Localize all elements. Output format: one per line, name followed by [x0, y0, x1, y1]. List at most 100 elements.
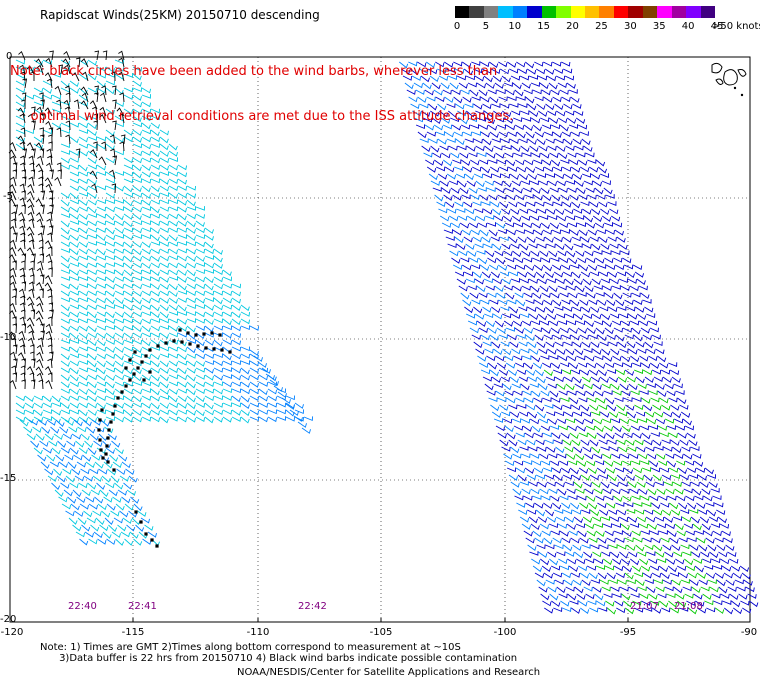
wind-barb [28, 176, 35, 187]
wind-barb [661, 404, 671, 411]
wind-barb [623, 467, 634, 475]
wind-barb [553, 439, 563, 445]
wind-barb [445, 201, 455, 209]
wind-barb [49, 351, 54, 362]
wind-barb [458, 82, 468, 89]
wind-barb [95, 517, 105, 525]
wind-barb [625, 404, 635, 411]
wind-barb [567, 222, 578, 228]
wind-barb [549, 355, 559, 360]
wind-barb [634, 607, 644, 613]
wind-barb [159, 269, 170, 275]
wind-barb [656, 453, 666, 460]
wind-barb [74, 510, 84, 517]
contamination-dot [113, 404, 117, 408]
wind-barb [567, 390, 577, 396]
wind-barb [31, 253, 36, 264]
wind-barb [48, 225, 54, 236]
wind-barb [55, 454, 65, 462]
wind-barb [604, 565, 615, 571]
wind-barb [444, 61, 454, 68]
wind-barb [87, 283, 98, 290]
wind-barb [58, 496, 68, 503]
wind-barb [489, 96, 499, 104]
wind-barb [480, 166, 491, 174]
wind-barb [168, 290, 178, 298]
wind-barb [613, 565, 624, 572]
wind-barb [523, 327, 533, 334]
wind-barb [524, 229, 534, 235]
wind-barb [607, 439, 617, 445]
wind-barb [620, 250, 630, 256]
wind-barb [564, 278, 574, 286]
wind-barb [626, 341, 636, 349]
wind-barb [541, 292, 551, 299]
wind-barb [69, 80, 79, 88]
wind-barb [159, 248, 170, 254]
wind-barb [81, 524, 91, 532]
wind-barb [69, 346, 79, 354]
wind-barb [663, 446, 673, 452]
wind-barb [716, 579, 726, 587]
wind-barb [497, 432, 507, 439]
wind-barb [114, 409, 125, 415]
wind-barb [527, 138, 537, 145]
wind-barb [26, 142, 35, 152]
contamination-dot [180, 340, 184, 344]
wind-barb [589, 439, 599, 447]
wind-barb [427, 68, 438, 75]
wind-barb [601, 180, 611, 186]
wind-barb [543, 131, 553, 137]
wind-barb [297, 421, 307, 428]
wind-barb [477, 152, 487, 158]
wind-barb [60, 304, 70, 312]
wind-barb [690, 446, 700, 451]
wind-barb [649, 460, 659, 468]
wind-barb [508, 236, 518, 244]
wind-barb [123, 136, 134, 143]
wind-barb [447, 208, 457, 214]
wind-barb [132, 290, 142, 297]
wind-barb [125, 468, 135, 476]
wind-barb [469, 292, 479, 299]
wind-barb [177, 360, 188, 366]
y-tick-15: -15 [0, 473, 17, 484]
contamination-dot [111, 412, 115, 416]
wind-barb [195, 367, 206, 373]
wind-barb [624, 537, 634, 543]
wind-barb [499, 68, 510, 75]
wind-barb [495, 152, 505, 159]
wind-barb [465, 278, 475, 284]
wind-barb [603, 355, 613, 362]
wind-barb [563, 411, 574, 418]
wind-barb [105, 416, 116, 422]
wind-barb [609, 481, 619, 488]
wind-barb [18, 211, 26, 222]
wind-barb [466, 215, 477, 222]
wind-barb [114, 339, 125, 346]
wind-barb [531, 390, 541, 398]
wind-barb [707, 544, 717, 552]
wind-barb [534, 334, 544, 342]
wind-barb [567, 425, 577, 432]
wind-barb [141, 150, 152, 156]
wind-barb [141, 325, 151, 333]
wind-barb [599, 579, 609, 585]
wind-barb [607, 236, 617, 242]
wind-barb [638, 285, 648, 291]
wind-barb [523, 292, 533, 298]
wind-barb [96, 311, 107, 317]
wind-barb [231, 304, 241, 312]
wind-barb [105, 213, 115, 221]
wind-barb [499, 271, 510, 277]
contamination-dot [204, 346, 208, 350]
wind-barb [598, 439, 608, 445]
wind-barb [132, 108, 143, 115]
wind-barb [511, 348, 521, 355]
wind-barb [540, 187, 550, 195]
wind-barb [492, 278, 502, 285]
legend-swatch [671, 6, 687, 18]
wind-barb [612, 222, 623, 228]
wind-barb [144, 524, 154, 531]
wind-barb [78, 360, 88, 365]
